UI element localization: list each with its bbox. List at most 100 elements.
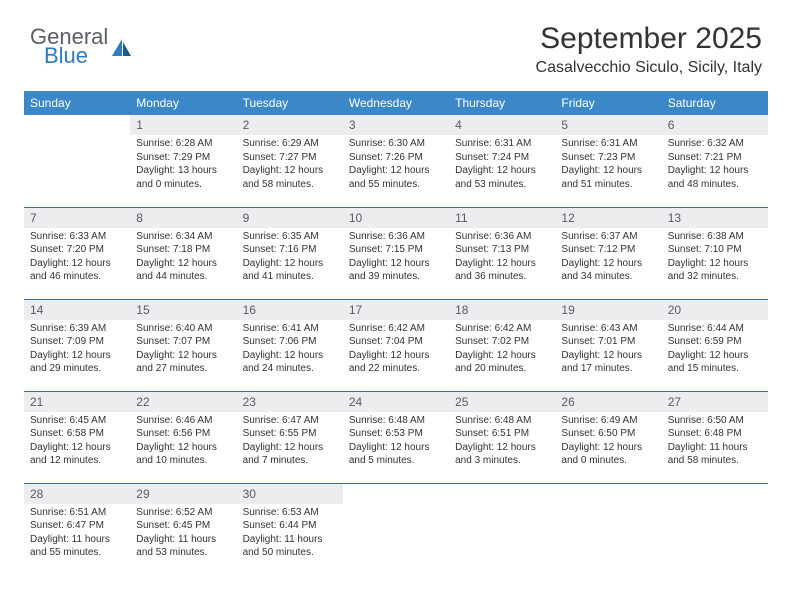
calendar-cell: 25Sunrise: 6:48 AMSunset: 6:51 PMDayligh…: [449, 391, 555, 483]
day-content: Sunrise: 6:48 AMSunset: 6:53 PMDaylight:…: [343, 412, 449, 472]
title-block: September 2025 Casalvecchio Siculo, Sici…: [536, 22, 762, 77]
daylight-text: Daylight: 12 hours and 58 minutes.: [243, 164, 337, 191]
sunrise-text: Sunrise: 6:36 AM: [349, 230, 443, 244]
calendar-row: 7Sunrise: 6:33 AMSunset: 7:20 PMDaylight…: [24, 207, 768, 299]
daylight-text: Daylight: 12 hours and 46 minutes.: [30, 257, 124, 284]
daylight-text: Daylight: 12 hours and 29 minutes.: [30, 349, 124, 376]
sunrise-text: Sunrise: 6:31 AM: [561, 137, 655, 151]
day-content: Sunrise: 6:53 AMSunset: 6:44 PMDaylight:…: [237, 504, 343, 564]
calendar-cell: 29Sunrise: 6:52 AMSunset: 6:45 PMDayligh…: [130, 483, 236, 575]
calendar-cell: 22Sunrise: 6:46 AMSunset: 6:56 PMDayligh…: [130, 391, 236, 483]
sunrise-text: Sunrise: 6:48 AM: [349, 414, 443, 428]
day-content: Sunrise: 6:47 AMSunset: 6:55 PMDaylight:…: [237, 412, 343, 472]
sunrise-text: Sunrise: 6:43 AM: [561, 322, 655, 336]
day-content: Sunrise: 6:42 AMSunset: 7:02 PMDaylight:…: [449, 320, 555, 380]
page-title: September 2025: [536, 22, 762, 56]
day-content: Sunrise: 6:45 AMSunset: 6:58 PMDaylight:…: [24, 412, 130, 472]
daylight-text: Daylight: 12 hours and 55 minutes.: [349, 164, 443, 191]
day-number: 24: [343, 392, 449, 412]
daylight-text: Daylight: 12 hours and 27 minutes.: [136, 349, 230, 376]
day-content: Sunrise: 6:39 AMSunset: 7:09 PMDaylight:…: [24, 320, 130, 380]
day-number: 29: [130, 484, 236, 504]
day-content: Sunrise: 6:32 AMSunset: 7:21 PMDaylight:…: [662, 135, 768, 195]
daylight-text: Daylight: 12 hours and 48 minutes.: [668, 164, 762, 191]
calendar-cell: 3Sunrise: 6:30 AMSunset: 7:26 PMDaylight…: [343, 115, 449, 207]
sunrise-text: Sunrise: 6:34 AM: [136, 230, 230, 244]
sunset-text: Sunset: 6:44 PM: [243, 519, 337, 533]
sunset-text: Sunset: 7:18 PM: [136, 243, 230, 257]
sunrise-text: Sunrise: 6:47 AM: [243, 414, 337, 428]
day-number: 1: [130, 115, 236, 135]
calendar-cell: 6Sunrise: 6:32 AMSunset: 7:21 PMDaylight…: [662, 115, 768, 207]
sunrise-text: Sunrise: 6:31 AM: [455, 137, 549, 151]
daylight-text: Daylight: 12 hours and 39 minutes.: [349, 257, 443, 284]
sunset-text: Sunset: 6:50 PM: [561, 427, 655, 441]
day-content: Sunrise: 6:52 AMSunset: 6:45 PMDaylight:…: [130, 504, 236, 564]
daylight-text: Daylight: 12 hours and 20 minutes.: [455, 349, 549, 376]
daylight-text: Daylight: 12 hours and 15 minutes.: [668, 349, 762, 376]
daylight-text: Daylight: 12 hours and 51 minutes.: [561, 164, 655, 191]
day-number: 27: [662, 392, 768, 412]
sunset-text: Sunset: 7:10 PM: [668, 243, 762, 257]
sunrise-text: Sunrise: 6:28 AM: [136, 137, 230, 151]
calendar-cell: 21Sunrise: 6:45 AMSunset: 6:58 PMDayligh…: [24, 391, 130, 483]
weekday-header: Thursday: [449, 91, 555, 115]
weekday-header: Monday: [130, 91, 236, 115]
calendar-cell: [449, 483, 555, 575]
daylight-text: Daylight: 12 hours and 53 minutes.: [455, 164, 549, 191]
sunrise-text: Sunrise: 6:42 AM: [455, 322, 549, 336]
day-number: 28: [24, 484, 130, 504]
daylight-text: Daylight: 12 hours and 5 minutes.: [349, 441, 443, 468]
day-number: 16: [237, 300, 343, 320]
sunset-text: Sunset: 7:13 PM: [455, 243, 549, 257]
calendar-cell: 16Sunrise: 6:41 AMSunset: 7:06 PMDayligh…: [237, 299, 343, 391]
sunset-text: Sunset: 7:09 PM: [30, 335, 124, 349]
day-content: Sunrise: 6:31 AMSunset: 7:23 PMDaylight:…: [555, 135, 661, 195]
day-content: Sunrise: 6:28 AMSunset: 7:29 PMDaylight:…: [130, 135, 236, 195]
sunrise-text: Sunrise: 6:38 AM: [668, 230, 762, 244]
sunrise-text: Sunrise: 6:37 AM: [561, 230, 655, 244]
calendar-row: 1Sunrise: 6:28 AMSunset: 7:29 PMDaylight…: [24, 115, 768, 207]
day-content: Sunrise: 6:38 AMSunset: 7:10 PMDaylight:…: [662, 228, 768, 288]
day-content: Sunrise: 6:33 AMSunset: 7:20 PMDaylight:…: [24, 228, 130, 288]
weekday-header: Tuesday: [237, 91, 343, 115]
weekday-header: Wednesday: [343, 91, 449, 115]
day-number: 13: [662, 208, 768, 228]
sunrise-text: Sunrise: 6:52 AM: [136, 506, 230, 520]
sail-icon: [111, 38, 133, 58]
calendar-row: 21Sunrise: 6:45 AMSunset: 6:58 PMDayligh…: [24, 391, 768, 483]
sunset-text: Sunset: 7:06 PM: [243, 335, 337, 349]
sunrise-text: Sunrise: 6:48 AM: [455, 414, 549, 428]
daylight-text: Daylight: 12 hours and 44 minutes.: [136, 257, 230, 284]
day-number: 15: [130, 300, 236, 320]
calendar-cell: 9Sunrise: 6:35 AMSunset: 7:16 PMDaylight…: [237, 207, 343, 299]
daylight-text: Daylight: 12 hours and 32 minutes.: [668, 257, 762, 284]
sunrise-text: Sunrise: 6:46 AM: [136, 414, 230, 428]
sunset-text: Sunset: 7:26 PM: [349, 151, 443, 165]
sunrise-text: Sunrise: 6:50 AM: [668, 414, 762, 428]
day-content: Sunrise: 6:30 AMSunset: 7:26 PMDaylight:…: [343, 135, 449, 195]
calendar-cell: 28Sunrise: 6:51 AMSunset: 6:47 PMDayligh…: [24, 483, 130, 575]
day-content: Sunrise: 6:40 AMSunset: 7:07 PMDaylight:…: [130, 320, 236, 380]
sunrise-text: Sunrise: 6:33 AM: [30, 230, 124, 244]
calendar-cell: 14Sunrise: 6:39 AMSunset: 7:09 PMDayligh…: [24, 299, 130, 391]
day-number: 12: [555, 208, 661, 228]
sunrise-text: Sunrise: 6:30 AM: [349, 137, 443, 151]
day-content: Sunrise: 6:44 AMSunset: 6:59 PMDaylight:…: [662, 320, 768, 380]
header: General Blue September 2025 Casalvecchio…: [0, 0, 792, 85]
day-content: Sunrise: 6:50 AMSunset: 6:48 PMDaylight:…: [662, 412, 768, 472]
calendar-cell: 2Sunrise: 6:29 AMSunset: 7:27 PMDaylight…: [237, 115, 343, 207]
daylight-text: Daylight: 12 hours and 34 minutes.: [561, 257, 655, 284]
weekday-header: Friday: [555, 91, 661, 115]
day-number: 7: [24, 208, 130, 228]
day-content: Sunrise: 6:35 AMSunset: 7:16 PMDaylight:…: [237, 228, 343, 288]
calendar-cell: 20Sunrise: 6:44 AMSunset: 6:59 PMDayligh…: [662, 299, 768, 391]
day-number: 18: [449, 300, 555, 320]
calendar-body: 1Sunrise: 6:28 AMSunset: 7:29 PMDaylight…: [24, 115, 768, 575]
calendar-cell: 23Sunrise: 6:47 AMSunset: 6:55 PMDayligh…: [237, 391, 343, 483]
day-number: 14: [24, 300, 130, 320]
sunrise-text: Sunrise: 6:35 AM: [243, 230, 337, 244]
day-content: Sunrise: 6:43 AMSunset: 7:01 PMDaylight:…: [555, 320, 661, 380]
calendar-cell: 12Sunrise: 6:37 AMSunset: 7:12 PMDayligh…: [555, 207, 661, 299]
calendar-cell: 5Sunrise: 6:31 AMSunset: 7:23 PMDaylight…: [555, 115, 661, 207]
